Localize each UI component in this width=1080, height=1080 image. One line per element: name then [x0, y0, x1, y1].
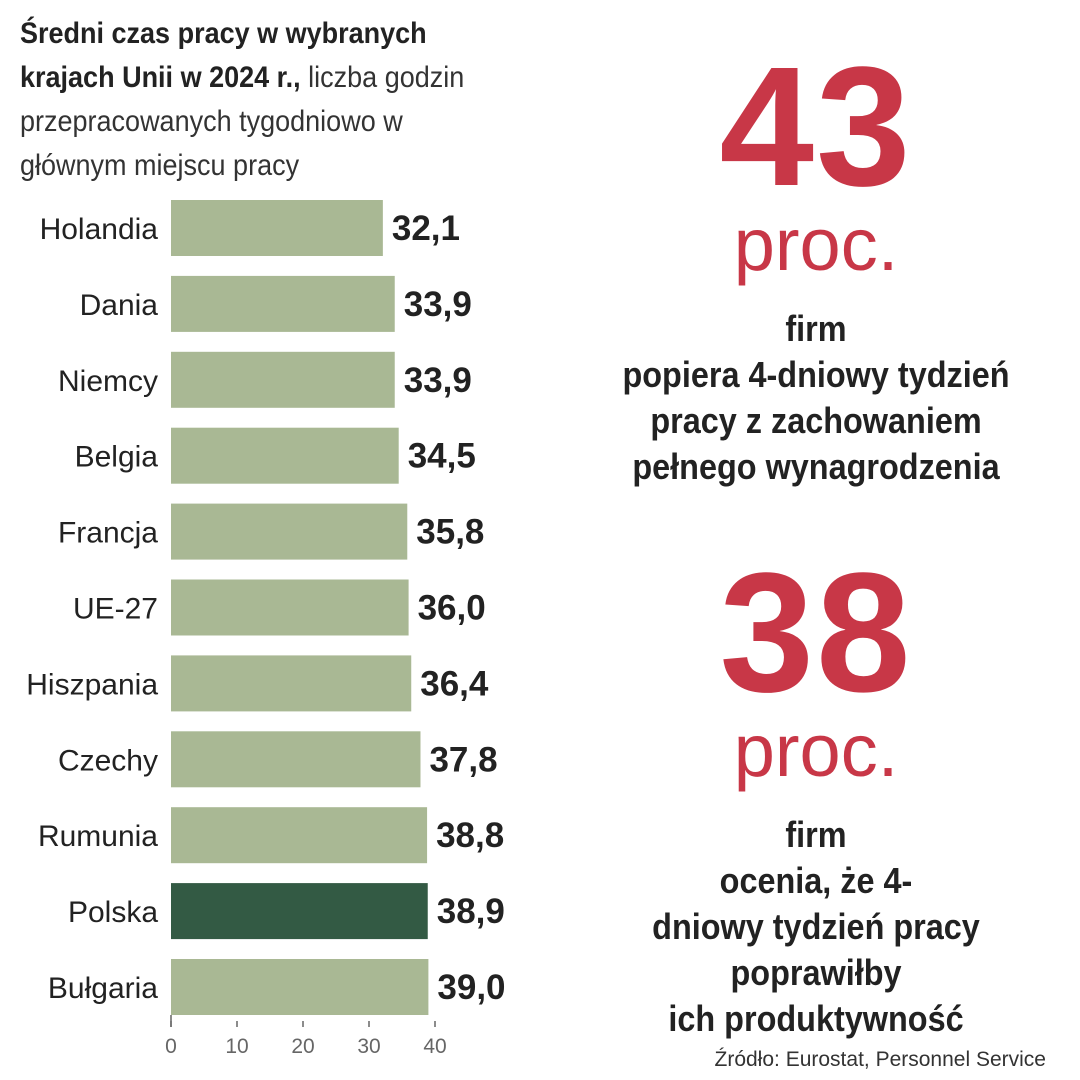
category-label: Bułgaria	[48, 972, 158, 1005]
chart-subtitle: liczba godzin przepracowanych tygodniowo…	[20, 61, 465, 182]
stat-block-1: 43 proc. firm popiera 4-dniowy tydzień p…	[572, 42, 1060, 490]
bar-Polska	[171, 883, 428, 940]
category-label: Francja	[58, 517, 158, 550]
stat-line: ocenia, że 4-	[719, 860, 913, 901]
stat-line: pracy z zachowaniem	[650, 400, 982, 441]
bar-Holandia	[171, 200, 383, 256]
value-label: 36,4	[420, 664, 489, 703]
value-label: 33,9	[404, 285, 472, 324]
category-label: Belgia	[75, 441, 159, 474]
stat-number: 43	[719, 32, 913, 222]
chart-title: Średni czas pracy w wybranych krajach Un…	[20, 12, 506, 188]
category-label: Polska	[68, 896, 158, 929]
value-label: 36,0	[418, 589, 486, 628]
stat-line: dniowy tydzień pracy	[652, 906, 980, 947]
stat-line: popiera 4-dniowy tydzień	[622, 354, 1010, 395]
value-label: 33,9	[404, 361, 472, 400]
category-label: Niemcy	[58, 365, 158, 398]
stat-line: ich produktywność	[668, 998, 964, 1039]
bar-Dania	[171, 275, 395, 332]
bar-Belgia	[171, 427, 399, 484]
bar-Bułgaria	[171, 959, 429, 1015]
stat-description: firm ocenia, że 4- dniowy tydzień pracy …	[596, 812, 1035, 1042]
bar-Niemcy	[171, 351, 395, 408]
stat-block-2: 38 proc. firm ocenia, że 4- dniowy tydzi…	[572, 548, 1060, 1042]
stat-line: firm	[785, 308, 847, 349]
value-label: 38,9	[437, 892, 505, 931]
stat-number: 38	[719, 538, 913, 728]
bar-Rumunia	[171, 807, 428, 864]
stat-unit: proc.	[733, 203, 899, 286]
x-tick-label: 0	[165, 1035, 177, 1058]
value-label: 38,8	[436, 816, 504, 855]
stat-unit: proc.	[733, 709, 899, 792]
value-label: 34,5	[408, 437, 476, 476]
bar-chart: Holandia 32,1 Dania 33,9 Niemcy 33,9 Belgia 34,…	[26, 200, 506, 1058]
x-tick-label: 40	[423, 1035, 446, 1058]
category-label: Holandia	[40, 213, 159, 246]
category-label: Rumunia	[38, 820, 158, 853]
category-label: Dania	[80, 289, 159, 322]
bar-Francja	[171, 503, 408, 560]
value-label: 35,8	[416, 513, 484, 552]
bar-Czechy	[171, 731, 421, 788]
value-label: 37,8	[429, 740, 497, 779]
stat-line: poprawiłby	[730, 952, 902, 993]
x-tick-label: 10	[225, 1035, 248, 1058]
value-label: 39,0	[437, 968, 505, 1007]
x-axis: 0 10 20 30 40	[165, 1015, 447, 1058]
bars-layer: Holandia 32,1 Dania 33,9 Niemcy 33,9 Belgia 34,…	[26, 200, 506, 1015]
category-label: Czechy	[58, 744, 158, 777]
stat-line: pełnego wynagrodzenia	[632, 446, 1000, 487]
bar-Hiszpania	[171, 655, 412, 712]
stat-line: firm	[785, 814, 847, 855]
category-label: UE-27	[73, 593, 158, 626]
value-label: 32,1	[392, 209, 460, 248]
category-label: Hiszpania	[26, 668, 158, 701]
x-tick-label: 20	[291, 1035, 314, 1058]
bar-UE-27	[171, 579, 409, 636]
source-note: Źródło: Eurostat, Personnel Service	[714, 1048, 1047, 1071]
stat-description: firm popiera 4-dniowy tydzień pracy z za…	[596, 306, 1035, 490]
chart-title-bold: Średni czas pracy w wybranych krajach Un…	[20, 17, 427, 94]
x-tick-label: 30	[357, 1035, 380, 1058]
